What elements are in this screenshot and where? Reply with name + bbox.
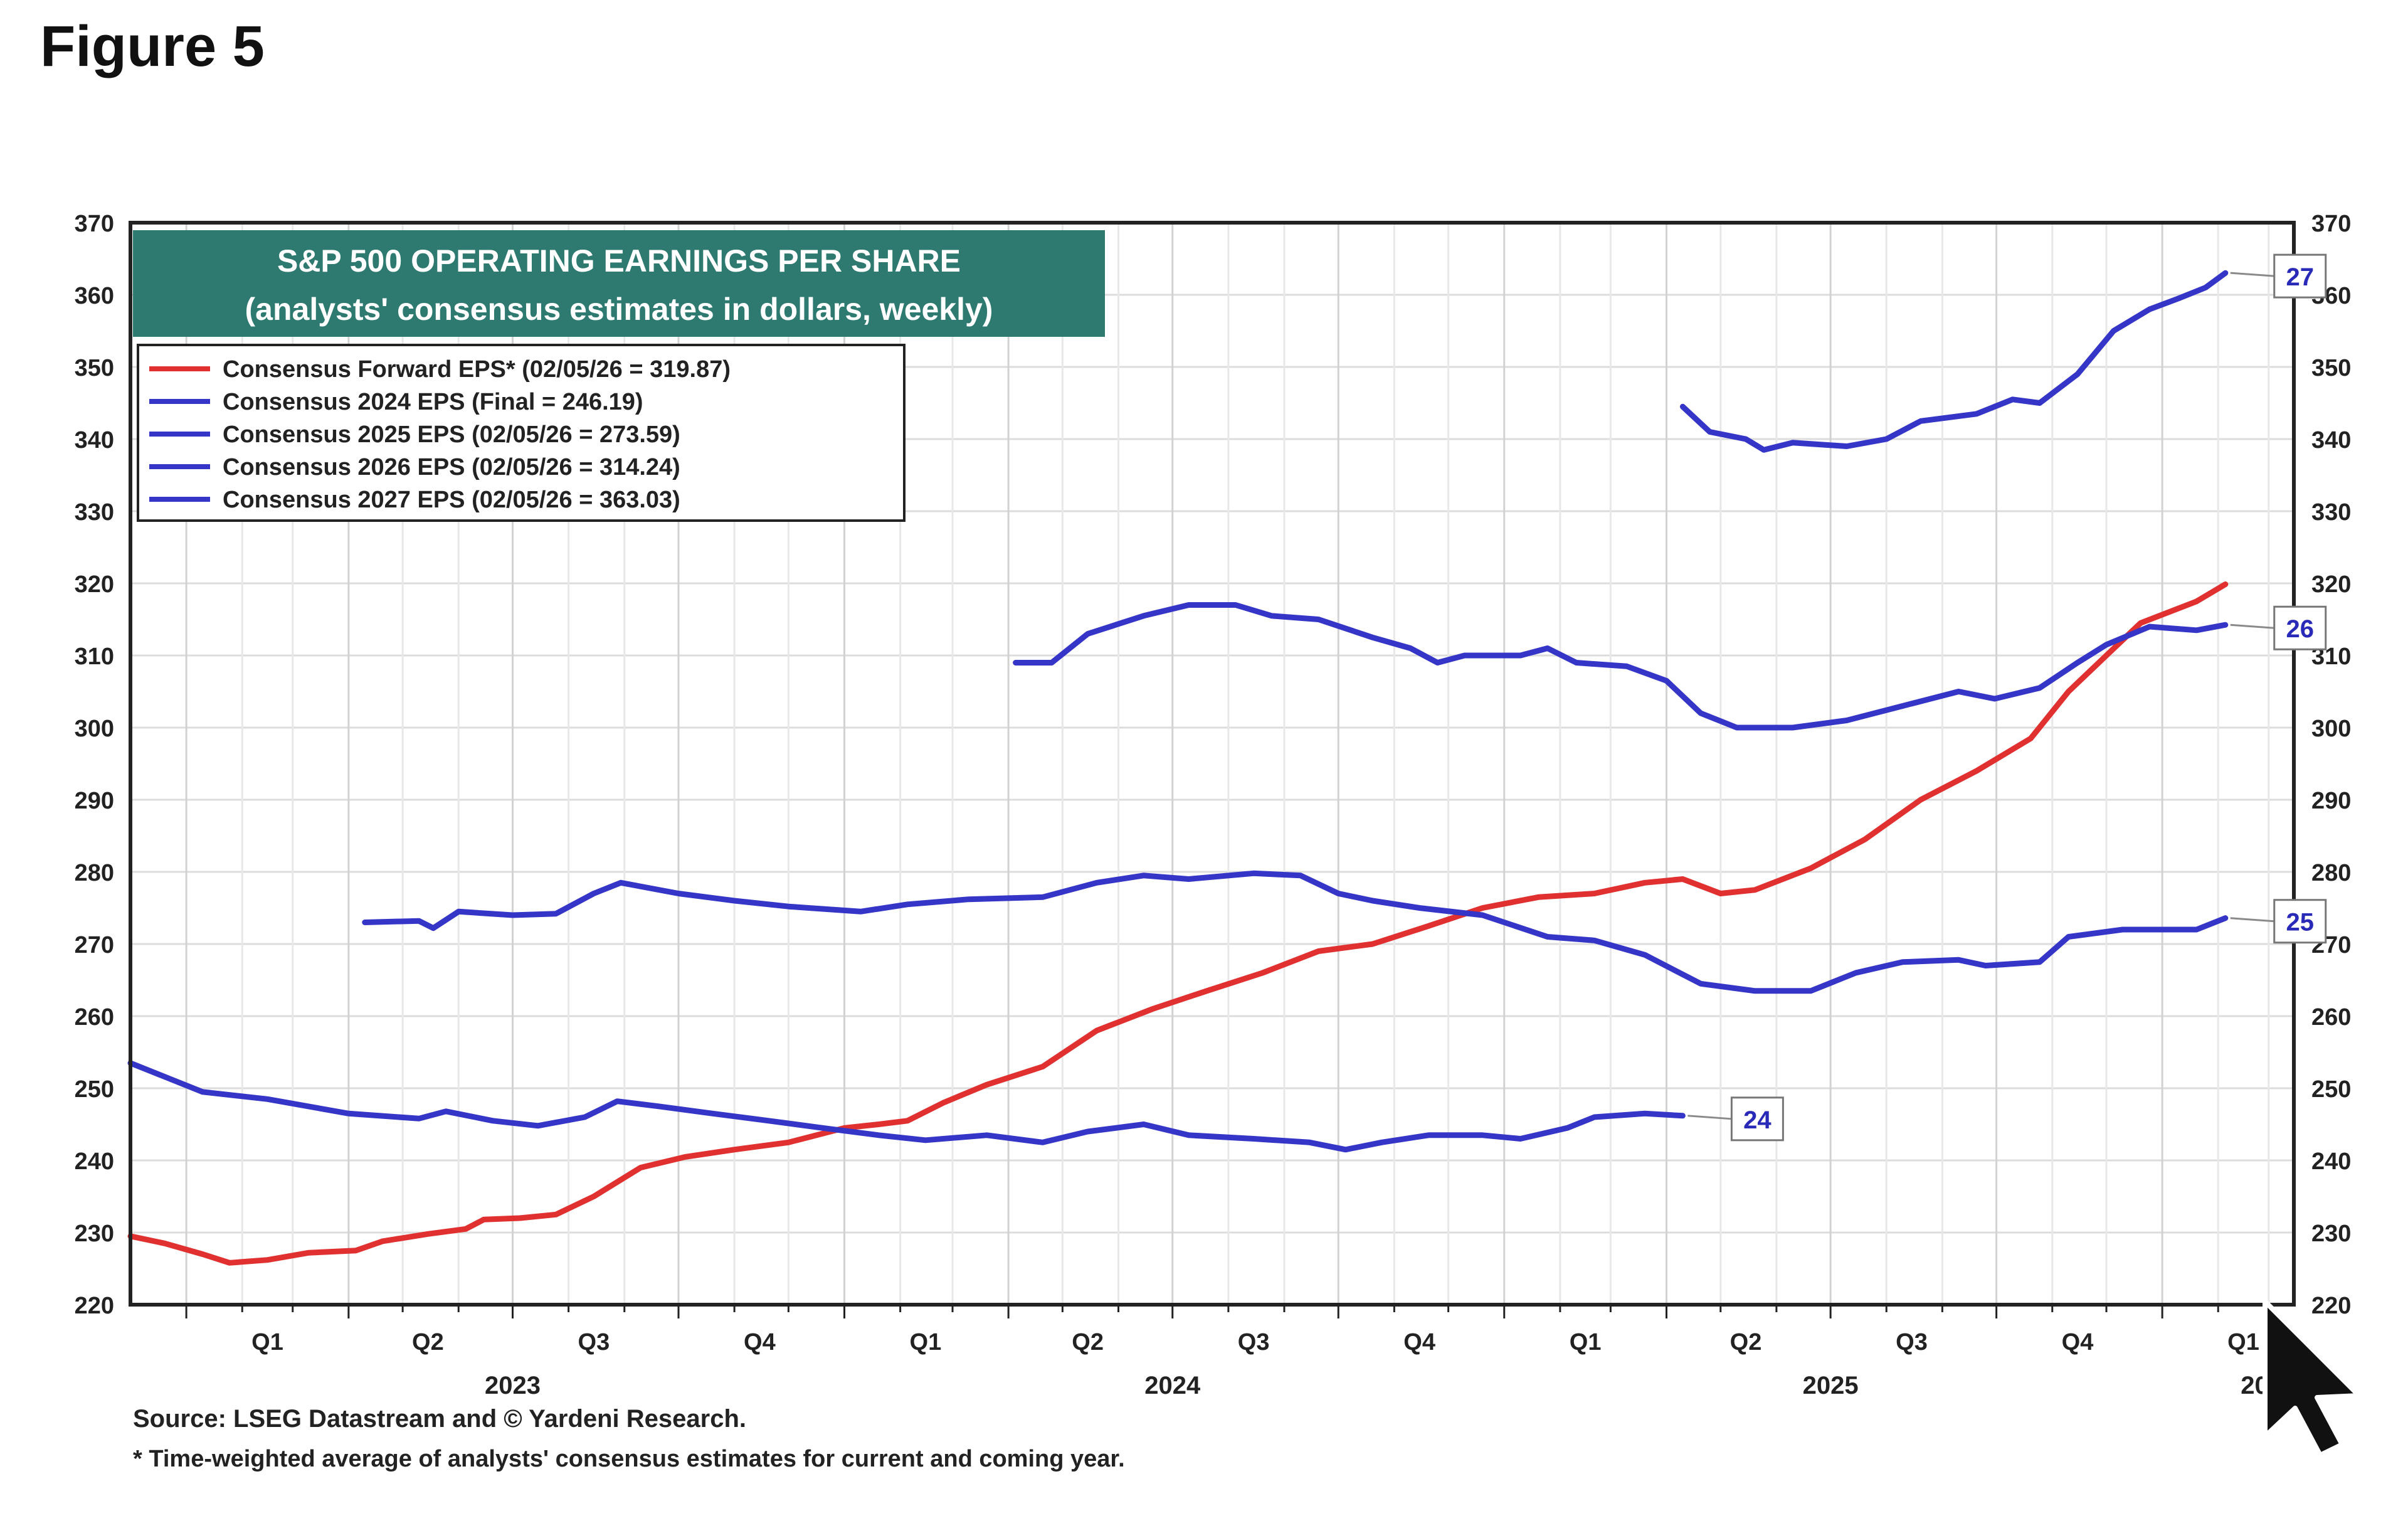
- x-tick-label-quarter: Q3: [1896, 1329, 1928, 1355]
- end-label-box: [2273, 899, 2327, 944]
- x-tick-label-year: 2023: [485, 1372, 541, 1399]
- legend: Consensus Forward EPS* (02/05/26 = 319.8…: [137, 344, 906, 522]
- x-tick-label-quarter: Q2: [1072, 1329, 1104, 1355]
- y-tick-label-right: 280: [2311, 860, 2351, 886]
- y-tick-label-right: 250: [2311, 1076, 2351, 1103]
- y-tick-label-right: 330: [2311, 499, 2351, 526]
- y-tick-label-left: 310: [75, 644, 114, 670]
- y-tick-label-right: 340: [2311, 427, 2351, 453]
- x-tick-label-quarter: Q1: [251, 1329, 283, 1355]
- x-tick-label-quarter: Q4: [1403, 1329, 1435, 1355]
- y-tick-label-left: 360: [75, 283, 114, 309]
- y-tick-label-right: 290: [2311, 788, 2351, 814]
- series-line: [127, 1060, 1686, 1153]
- series-end-labels: 24 25 26 27: [1687, 253, 2327, 1142]
- chart-subtitle: (analysts' consensus estimates in dollar…: [245, 292, 993, 327]
- end-label-box: [2273, 605, 2327, 650]
- y-tick-label-right: 370: [2311, 211, 2351, 237]
- x-tick-label-quarter: Q4: [744, 1329, 776, 1355]
- x-tick-label-year: 2024: [1144, 1372, 1201, 1399]
- source-note: Source: LSEG Datastream and © Yardeni Re…: [133, 1405, 746, 1433]
- y-tick-label-left: 230: [75, 1221, 114, 1247]
- series-line: [1013, 602, 2229, 731]
- y-tick-label-left: 290: [75, 788, 114, 814]
- mouse-cursor-icon: [2263, 1299, 2362, 1458]
- chart-title: S&P 500 OPERATING EARNINGS PER SHARE: [277, 243, 961, 278]
- x-tick-label-year: 2025: [1803, 1372, 1859, 1399]
- y-tick-label-left: 280: [75, 860, 114, 886]
- figure-title: Figure 5: [40, 14, 265, 78]
- y-tick-label-left: 370: [75, 211, 114, 237]
- end-label-box: [1730, 1096, 1784, 1142]
- x-tick-label-quarter: Q2: [412, 1329, 444, 1355]
- series-line: [362, 870, 2229, 994]
- x-tick-label-quarter: Q4: [2062, 1329, 2094, 1355]
- chart-title-box: S&P 500 OPERATING EARNINGS PER SHARE (an…: [133, 230, 1105, 337]
- x-tick-label-quarter: Q3: [578, 1329, 610, 1355]
- legend-label: Consensus 2025 EPS (02/05/26 = 273.59): [223, 422, 680, 448]
- y-tick-label-left: 270: [75, 932, 114, 958]
- end-label-leader: [2230, 623, 2274, 629]
- y-tick-label-right: 220: [2311, 1293, 2351, 1319]
- legend-label: Consensus Forward EPS* (02/05/26 = 319.8…: [223, 356, 731, 383]
- y-tick-label-left: 240: [75, 1148, 114, 1175]
- y-tick-label-right: 230: [2311, 1221, 2351, 1247]
- series-lines: [127, 270, 2229, 1266]
- end-label-leader: [2230, 272, 2274, 277]
- x-tick-label-quarter: Q1: [910, 1329, 942, 1355]
- y-tick-label-left: 340: [75, 427, 114, 453]
- x-tick-label-quarter: Q1: [1570, 1329, 1602, 1355]
- end-label-text: 25: [2286, 909, 2315, 936]
- end-label-leader: [2230, 917, 2274, 923]
- end-label-text: 24: [1743, 1106, 1772, 1134]
- x-tick-label-quarter: Q2: [1730, 1329, 1762, 1355]
- y-tick-label-left: 320: [75, 571, 114, 598]
- y-tick-label-left: 300: [75, 716, 114, 742]
- y-tick-label-right: 260: [2311, 1004, 2351, 1031]
- y-tick-label-right: 320: [2311, 571, 2351, 598]
- end-label-text: 27: [2286, 263, 2315, 291]
- footnote: * Time-weighted average of analysts' con…: [133, 1446, 1125, 1472]
- y-tick-label-left: 350: [75, 355, 114, 381]
- legend-label: Consensus 2026 EPS (02/05/26 = 314.24): [223, 454, 680, 480]
- y-tick-label-right: 240: [2311, 1148, 2351, 1175]
- y-tick-label-left: 260: [75, 1004, 114, 1031]
- y-tick-label-left: 330: [75, 499, 114, 526]
- legend-label: Consensus 2024 EPS (Final = 246.19): [223, 389, 643, 415]
- x-tick-label-quarter: Q3: [1238, 1329, 1270, 1355]
- series-line: [1679, 270, 2229, 453]
- end-label-text: 26: [2286, 615, 2315, 643]
- end-label-box: [2273, 253, 2327, 299]
- y-tick-label-left: 220: [75, 1293, 114, 1319]
- y-tick-label-right: 350: [2311, 355, 2351, 381]
- end-label-leader: [1687, 1115, 1732, 1120]
- y-tick-label-left: 250: [75, 1076, 114, 1103]
- series-line: [127, 581, 2229, 1266]
- gridlines: [130, 221, 2294, 1306]
- x-tick-label-quarter: Q1: [2227, 1329, 2259, 1355]
- legend-label: Consensus 2027 EPS (02/05/26 = 363.03): [223, 487, 680, 513]
- y-tick-label-right: 300: [2311, 716, 2351, 742]
- plot-frame: [129, 221, 2296, 1307]
